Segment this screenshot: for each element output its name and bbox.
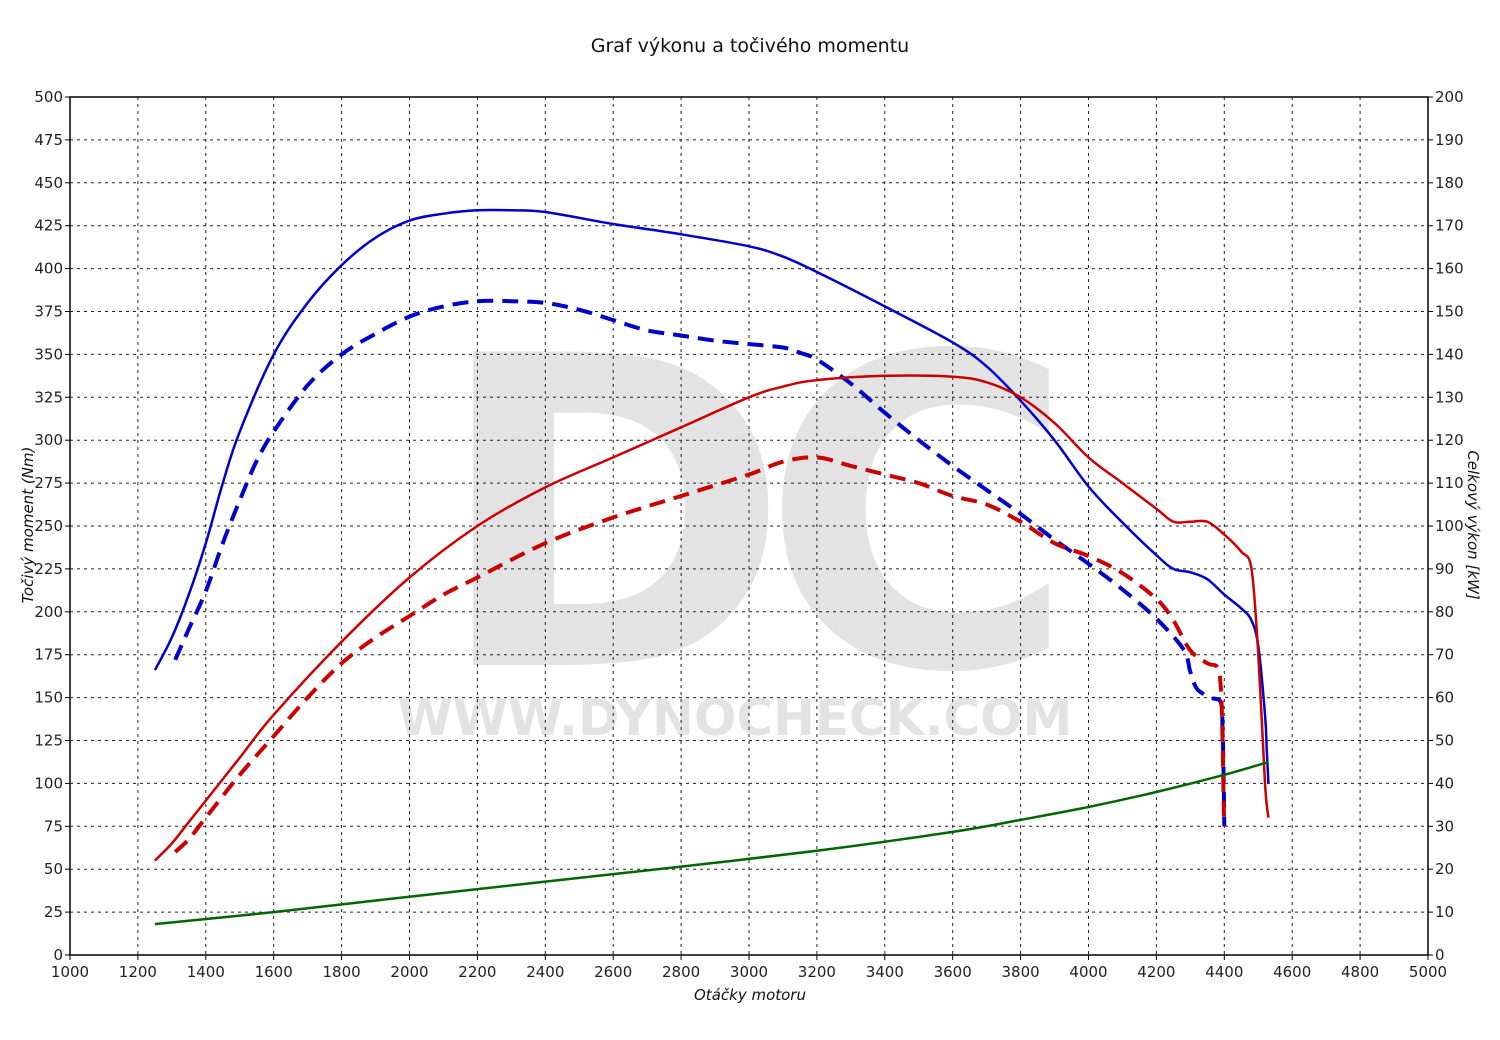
right-tick-label: 30: [1435, 817, 1454, 835]
x-tick-label: 3200: [798, 963, 836, 981]
left-tick-label: 325: [34, 388, 63, 406]
right-tick-label: 100: [1435, 517, 1464, 535]
left-tick-label: 375: [34, 303, 63, 321]
right-tick-label: 70: [1435, 646, 1454, 664]
x-tick-label: 4200: [1137, 963, 1175, 981]
right-tick-label: 170: [1435, 217, 1464, 235]
left-tick-label: 125: [34, 732, 63, 750]
x-tick-label: 1000: [51, 963, 89, 981]
x-tick-label: 3600: [934, 963, 972, 981]
right-tick-label: 180: [1435, 174, 1464, 192]
left-tick-label: 300: [34, 431, 63, 449]
right-tick-label: 190: [1435, 131, 1464, 149]
left-tick-label: 350: [34, 345, 63, 363]
right-tick-label: 0: [1435, 946, 1445, 964]
watermark-logo: DC: [434, 267, 1050, 767]
x-tick-label: 2800: [662, 963, 700, 981]
right-tick-label: 150: [1435, 303, 1464, 321]
left-tick-label: 475: [34, 131, 63, 149]
chart-grid: [70, 97, 1428, 955]
x-tick-label: 2600: [594, 963, 632, 981]
x-tick-label: 5000: [1409, 963, 1447, 981]
x-axis-ticks: 1000 1200 1400 1600 1800 2000 2200 2400 2600 2800…: [51, 955, 1447, 981]
right-tick-label: 90: [1435, 560, 1454, 578]
left-tick-label: 100: [34, 774, 63, 792]
right-tick-label: 40: [1435, 774, 1454, 792]
left-tick-label: 200: [34, 603, 63, 621]
chart-title: Graf výkonu a točivého momentu: [591, 35, 909, 57]
right-tick-label: 200: [1435, 88, 1464, 106]
right-axis-ticks: 0 10 20 30 40 50 60 70 80 90 100 110 120 130 140 150 160…: [1428, 88, 1464, 964]
left-tick-label: 150: [34, 689, 63, 707]
left-axis-ticks: 0 25 50 75 100 125 150 175 200 225 250 275 300 325 350…: [34, 88, 70, 964]
x-tick-label: 4400: [1205, 963, 1243, 981]
x-tick-label: 4000: [1069, 963, 1107, 981]
left-tick-label: 75: [44, 817, 63, 835]
dynocheck-watermark: DC WWW.DYNOCHECK.COM: [398, 267, 1080, 767]
series-line-4: [173, 455, 1227, 854]
series-line-3: [154, 374, 1270, 862]
series-line-2: [173, 298, 1227, 827]
x-tick-label: 1800: [323, 963, 361, 981]
left-tick-label: 275: [34, 474, 63, 492]
x-axis-label: Otáčky motoru: [694, 986, 806, 1004]
left-tick-label: 50: [44, 860, 63, 878]
right-tick-label: 10: [1435, 903, 1454, 921]
x-tick-label: 4800: [1341, 963, 1379, 981]
right-tick-label: 130: [1435, 388, 1464, 406]
left-tick-label: 225: [34, 560, 63, 578]
x-tick-label: 4600: [1273, 963, 1311, 981]
left-tick-label: 0: [53, 946, 63, 964]
left-tick-label: 500: [34, 88, 63, 106]
right-tick-label: 60: [1435, 689, 1454, 707]
right-tick-label: 80: [1435, 603, 1454, 621]
x-tick-label: 3800: [1002, 963, 1040, 981]
left-tick-label: 250: [34, 517, 63, 535]
x-tick-label: 1600: [255, 963, 293, 981]
right-axis-label: Celkový výkon [kW]: [1464, 450, 1482, 600]
x-tick-label: 1400: [187, 963, 225, 981]
left-tick-label: 175: [34, 646, 63, 664]
left-axis-label: Točivý moment (Nm): [19, 447, 37, 604]
right-tick-label: 20: [1435, 860, 1454, 878]
left-tick-label: 25: [44, 903, 63, 921]
x-tick-label: 2200: [458, 963, 496, 981]
x-tick-label: 3400: [866, 963, 904, 981]
watermark-url: WWW.DYNOCHECK.COM: [398, 689, 1073, 747]
right-tick-label: 160: [1435, 260, 1464, 278]
right-tick-label: 50: [1435, 732, 1454, 750]
left-tick-label: 400: [34, 260, 63, 278]
right-tick-label: 140: [1435, 345, 1464, 363]
series-line-1: [153, 208, 1270, 784]
x-tick-label: 2000: [390, 963, 428, 981]
series-line-5: [154, 760, 1269, 926]
right-tick-label: 110: [1435, 474, 1464, 492]
left-tick-label: 425: [34, 217, 63, 235]
left-tick-label: 450: [34, 174, 63, 192]
x-tick-label: 1200: [119, 963, 157, 981]
x-tick-label: 2400: [526, 963, 564, 981]
chart-series: [153, 208, 1270, 926]
x-tick-label: 3000: [730, 963, 768, 981]
right-tick-label: 120: [1435, 431, 1464, 449]
